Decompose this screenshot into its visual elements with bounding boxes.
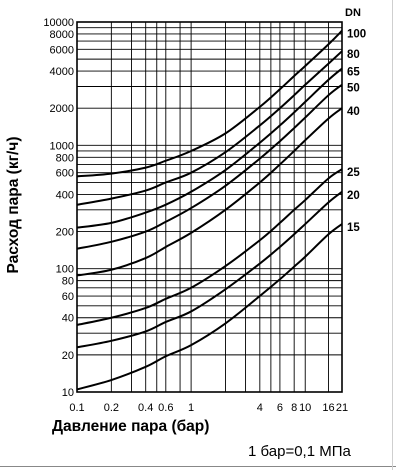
x-tick-label: 0.2 [104, 402, 119, 414]
y-axis-label: Расход пара (кг/ч) [5, 136, 22, 274]
series-line-dn-40 [76, 107, 343, 277]
y-tick-label: 2000 [50, 103, 74, 115]
series-line-dn-25 [76, 168, 343, 326]
grid-lines [76, 21, 343, 393]
y-tick-label: 20 [62, 350, 74, 362]
legend-title: DN [345, 7, 361, 19]
series-label-dn-25: 25 [347, 167, 360, 179]
x-tick-label: 8 [291, 402, 297, 414]
y-tick-label: 10 [62, 387, 74, 399]
bottom-divider [0, 466, 396, 467]
series-label-dn-15: 15 [347, 222, 360, 234]
y-tick-label: 60 [62, 291, 74, 303]
x-tick-label: 1 [188, 402, 194, 414]
y-tick-label: 200 [56, 227, 74, 239]
x-tick-label: 6 [277, 402, 283, 414]
series-line-dn-20 [76, 191, 343, 349]
y-tick-label: 40 [62, 313, 74, 325]
series-label-dn-80: 80 [347, 49, 360, 61]
x-tick-label: 4 [257, 402, 263, 414]
series-curves [76, 29, 343, 391]
x-tick-label: 10 [299, 402, 311, 414]
x-tick-label: 16 [322, 402, 334, 414]
plot-frame [76, 21, 343, 393]
series-line-dn-100 [76, 29, 343, 178]
y-tick-label: 1000 [50, 140, 74, 152]
y-tick-label: 80 [62, 276, 74, 288]
x-tick-label: 21 [336, 402, 348, 414]
y-tick-label: 6000 [50, 44, 74, 56]
x-tick-label: 0.6 [158, 402, 173, 414]
x-tick-labels: 0.1 0.2 0.4 0.6 1 4 6 8 10 16 21 [69, 402, 348, 414]
y-tick-label: 400 [56, 189, 74, 201]
series-label-dn-40: 40 [347, 106, 360, 118]
series-line-dn-15 [76, 223, 343, 391]
series-label-dn-20: 20 [347, 190, 360, 202]
dn-legend: DN 100 80 65 50 40 25 20 15 [345, 7, 366, 234]
series-line-dn-80 [76, 50, 343, 206]
y-tick-label: 10000 [43, 17, 74, 29]
x-tick-label: 0.4 [138, 402, 153, 414]
unit-note: 1 бар=0,1 МПа [248, 443, 351, 460]
series-label-dn-65: 65 [347, 67, 360, 79]
x-tick-label: 0.1 [69, 402, 84, 414]
series-label-dn-100: 100 [347, 29, 366, 41]
x-axis-label: Давление пара (бар) [52, 418, 210, 435]
y-tick-label: 4000 [50, 66, 74, 78]
y-tick-label: 600 [56, 168, 74, 180]
series-label-dn-50: 50 [347, 83, 360, 95]
right-divider [392, 0, 393, 470]
series-line-dn-50 [76, 83, 343, 250]
series-line-dn-65 [76, 67, 343, 229]
y-tick-label: 800 [56, 152, 74, 164]
y-tick-label: 8000 [50, 29, 74, 41]
y-tick-label: 100 [56, 264, 74, 276]
